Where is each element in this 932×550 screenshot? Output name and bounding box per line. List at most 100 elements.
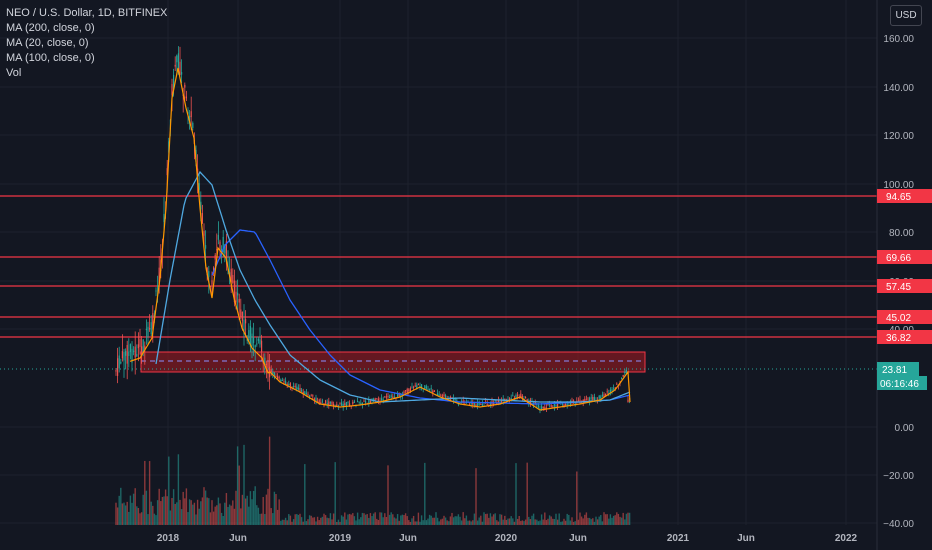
ma200-legend[interactable]: MA (200, close, 0) (6, 22, 95, 34)
volume-bar (513, 521, 516, 525)
volume-bar (163, 496, 165, 525)
resistance-zone[interactable] (140, 351, 646, 373)
volume-bar (248, 506, 250, 525)
volume-bar (246, 495, 248, 525)
volume-bar (619, 516, 621, 525)
ma100-line (155, 170, 631, 403)
volume-bar (387, 465, 389, 525)
candle-body (131, 348, 133, 363)
vol-legend[interactable]: Vol (6, 67, 22, 79)
volume-bar (616, 512, 618, 525)
candle-body (198, 183, 200, 190)
volume-bar (451, 512, 453, 525)
candle-body (214, 254, 216, 260)
ma100-legend[interactable]: MA (100, close, 0) (6, 52, 95, 64)
candle-body (155, 290, 157, 292)
volume-bar (385, 517, 388, 525)
volume-bar (182, 491, 184, 525)
volume-bar (534, 519, 536, 525)
ma20-legend[interactable]: MA (20, close, 0) (6, 37, 89, 49)
level-tag (877, 279, 932, 293)
time-axis-label: 2020 (495, 533, 518, 544)
volume-bar (486, 513, 488, 525)
candle-body (365, 400, 367, 403)
candle-body (238, 298, 240, 303)
time-axis-label: 2018 (157, 533, 180, 544)
volume-bar (180, 509, 183, 525)
volume-bar (606, 514, 608, 525)
candle-body (326, 403, 328, 405)
candle-body (542, 406, 544, 409)
volume-bar (624, 519, 626, 525)
volume-bar (313, 517, 316, 525)
volume-bar (265, 494, 268, 525)
candle-body (481, 403, 483, 407)
volume-bar (168, 456, 170, 525)
candle-body (584, 398, 586, 403)
candle-body (472, 402, 474, 405)
volume-bar (523, 521, 525, 525)
candle-body (525, 396, 527, 399)
volume-bar (480, 515, 482, 525)
candle-body (606, 391, 608, 393)
volume-bar (377, 519, 380, 525)
last-price-tag (877, 362, 919, 376)
candle-body (307, 393, 309, 396)
candle-body (219, 241, 221, 251)
volume-bar (264, 514, 266, 525)
volume-bar (542, 519, 544, 525)
volume-bar (528, 516, 530, 525)
volume-bar (296, 514, 298, 525)
volume-bar (270, 508, 272, 525)
candle-body (176, 55, 178, 63)
volume-bar (155, 515, 157, 525)
volume-bar (403, 515, 405, 525)
volume-bar (124, 505, 127, 525)
volume-bar (520, 520, 522, 525)
symbol-title[interactable]: NEO / U.S. Dollar, 1D, BITFINEX (6, 7, 168, 19)
candle-body (598, 395, 600, 399)
volume-bar (384, 513, 386, 525)
volume-bar (452, 517, 455, 525)
candle-body (437, 393, 439, 396)
volume-bar (374, 512, 376, 525)
volume-bar (281, 519, 284, 525)
volume-bar (560, 521, 562, 525)
candle-body (232, 275, 234, 283)
horizontal-levels[interactable] (0, 195, 877, 338)
volume-bar (323, 513, 325, 525)
currency-button[interactable]: USD (890, 5, 922, 26)
volume-bar (219, 503, 221, 525)
volume-bar (308, 515, 311, 525)
candle-body (205, 245, 207, 249)
candle-body (381, 398, 383, 401)
volume-bar (368, 517, 370, 525)
volume-bar (500, 514, 503, 525)
ma200-line (211, 229, 631, 405)
candle-body (361, 402, 363, 406)
candle-body (256, 343, 258, 345)
volume-bar (193, 502, 196, 525)
candle-body (456, 399, 458, 401)
candle-body (270, 369, 272, 372)
candle-body (305, 392, 307, 394)
candle-body (406, 389, 408, 394)
price-axis-label: 120.00 (883, 131, 914, 142)
time-axis[interactable]: 2018 Jun 2019 Jun 2020 Jun 2021 Jun 2022 (157, 533, 858, 544)
volume-bar (204, 490, 207, 525)
candle-body (601, 394, 603, 397)
volume-bar (443, 515, 445, 525)
volume-bar (276, 509, 279, 525)
volume-bar (371, 516, 373, 525)
candle-body (336, 404, 338, 407)
candle-body (152, 313, 154, 330)
volume-bar (118, 495, 120, 525)
volume-bar (121, 503, 124, 525)
volume-bar (460, 520, 463, 525)
volume-bar (427, 518, 429, 525)
candle-body (488, 405, 490, 407)
candle-body (409, 388, 411, 392)
grid (0, 0, 877, 525)
candle-body (390, 395, 392, 398)
